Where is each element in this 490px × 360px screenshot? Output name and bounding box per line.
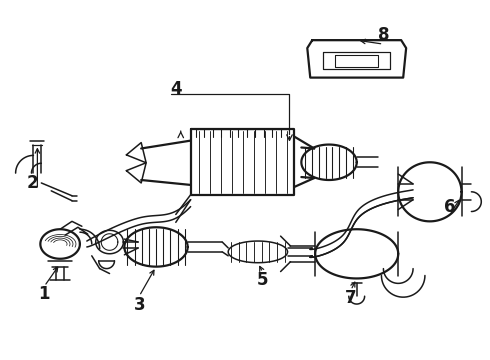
Text: 8: 8 bbox=[378, 26, 389, 44]
Text: 1: 1 bbox=[39, 285, 50, 303]
Text: 2: 2 bbox=[26, 174, 38, 192]
Text: 3: 3 bbox=[133, 296, 145, 314]
Text: 5: 5 bbox=[257, 271, 269, 289]
Text: 6: 6 bbox=[444, 198, 455, 216]
Text: 4: 4 bbox=[170, 80, 182, 98]
Text: 7: 7 bbox=[345, 289, 357, 307]
